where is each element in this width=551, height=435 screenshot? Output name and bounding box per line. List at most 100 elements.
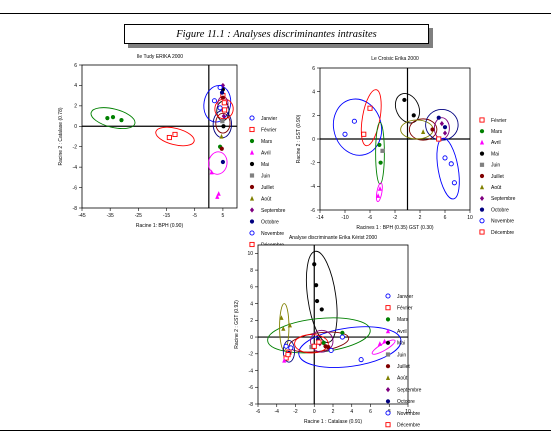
point-mai (411, 113, 416, 118)
x-tick-label: -10 (341, 215, 348, 221)
legend-marker-octobre (385, 399, 391, 404)
ellipse-juillet (408, 118, 438, 141)
figure-title: Figure 11.1 : Analyses discriminantes in… (176, 28, 377, 40)
legend-label-novembre: Novembre (397, 411, 420, 417)
point-mars (321, 340, 326, 346)
legend-marker-mai (249, 161, 255, 167)
legend-label-mai: Mai (397, 341, 405, 347)
legend-label-juillet: Juillet (491, 174, 504, 180)
point-juin (309, 344, 314, 350)
point-juin (220, 119, 225, 124)
x-tick-label: 6 (444, 215, 447, 221)
point-mai (319, 307, 324, 312)
plot-frame (257, 244, 409, 405)
y-tick-label: 6 (312, 66, 315, 72)
legend-marker-janvier (249, 115, 255, 121)
y-tick-label: 0 (74, 124, 77, 130)
legend-label-juin: Juin (491, 163, 500, 169)
y-tick-label: 4 (250, 301, 253, 307)
point-octobre (220, 159, 226, 165)
ellipse-janvier (298, 326, 402, 368)
y-axis-label: Racine 2 : GST (0.92) (234, 300, 240, 349)
chart-title: Analyse discriminante Erika Kérist 2000 (289, 235, 377, 241)
ellipse-novembre (436, 137, 460, 200)
legend-marker-septembre (385, 387, 391, 393)
y-tick-label: -2 (73, 145, 78, 151)
ellipse-mars (375, 121, 385, 185)
legend-marker-decembre (385, 422, 391, 428)
x-tick-label: -15 (163, 213, 170, 219)
point-octobre (436, 115, 441, 120)
point-novembre (448, 161, 454, 167)
x-tick-label: -4 (275, 409, 280, 415)
figure-title-box: Figure 11.1 : Analyses discriminantes in… (124, 24, 429, 44)
y-tick-label: -8 (73, 206, 78, 212)
x-tick-label: -14 (316, 215, 323, 221)
y-tick-label: -6 (249, 385, 254, 391)
point-novembre (339, 334, 345, 340)
legend-marker-aout (249, 195, 255, 201)
legend-marker-novembre (385, 410, 391, 416)
legend-marker-septembre (249, 207, 255, 213)
legend-label-avril: Avril (261, 150, 271, 156)
y-axis-label: Racine 2 : Catalase (0.78) (58, 107, 64, 165)
ellipse-septembre (310, 329, 334, 353)
point-novembre (451, 180, 457, 186)
point-novembre (351, 118, 357, 124)
point-avril (215, 194, 220, 199)
x-axis-label: Racine 1: BPH (0.90) (136, 223, 184, 229)
legend-label-juin: Juin (261, 173, 270, 179)
legend-marker-mars (385, 317, 391, 322)
x-tick-label: 10 (405, 409, 411, 415)
legend-marker-decembre (249, 241, 255, 248)
point-juin (380, 148, 385, 153)
point-juillet (326, 344, 331, 350)
legend-marker-fevrier (249, 126, 255, 133)
legend-marker-aout (385, 375, 391, 380)
top-rule (0, 13, 551, 14)
point-decembre (285, 352, 291, 358)
point-mai (312, 262, 317, 267)
ellipse-octobre (282, 339, 296, 363)
legend-label-mai: Mai (261, 162, 269, 168)
ellipse-decembre (214, 98, 234, 120)
legend-label-juillet: Juillet (261, 185, 274, 191)
point-mai (221, 124, 226, 129)
point-mars (119, 118, 124, 123)
point-decembre (436, 136, 442, 142)
y-tick-label: 2 (74, 104, 77, 110)
legend-marker-aout (479, 184, 485, 190)
point-fevrier (221, 100, 227, 106)
y-tick-label: 2 (250, 318, 253, 324)
point-octobre (219, 90, 225, 95)
y-tick-label: 0 (250, 335, 253, 341)
y-tick-label: 2 (312, 113, 315, 119)
legend-label-juin: Juin (397, 352, 406, 358)
y-tick-label: 4 (312, 89, 315, 95)
y-axis-label: Racine 2 : GST (0.90) (296, 114, 302, 163)
point-septembre (442, 130, 448, 136)
legend-marker-octobre (249, 219, 255, 224)
ellipse-avril (375, 182, 383, 203)
point-avril (377, 186, 383, 191)
y-tick-label: -4 (311, 184, 316, 190)
point-mars (377, 142, 382, 148)
x-tick-label: -6 (256, 409, 261, 415)
legend-label-aout: Août (491, 185, 502, 191)
legend-label-fevrier: Février (261, 127, 277, 133)
point-octobre (442, 125, 448, 130)
legend-label-aout: Août (261, 196, 272, 202)
y-tick-label: -2 (311, 160, 316, 166)
point-decembre (222, 107, 228, 113)
legend-label-avril: Avril (397, 329, 407, 335)
ellipse-decembre (294, 334, 329, 354)
ellipse-mai (394, 93, 421, 124)
point-janvier (358, 357, 364, 363)
legend-label-mars: Mars (397, 317, 409, 323)
x-tick-label: -2 (393, 215, 398, 221)
x-tick-label: 0 (313, 409, 316, 415)
y-tick-label: 0 (312, 137, 315, 143)
